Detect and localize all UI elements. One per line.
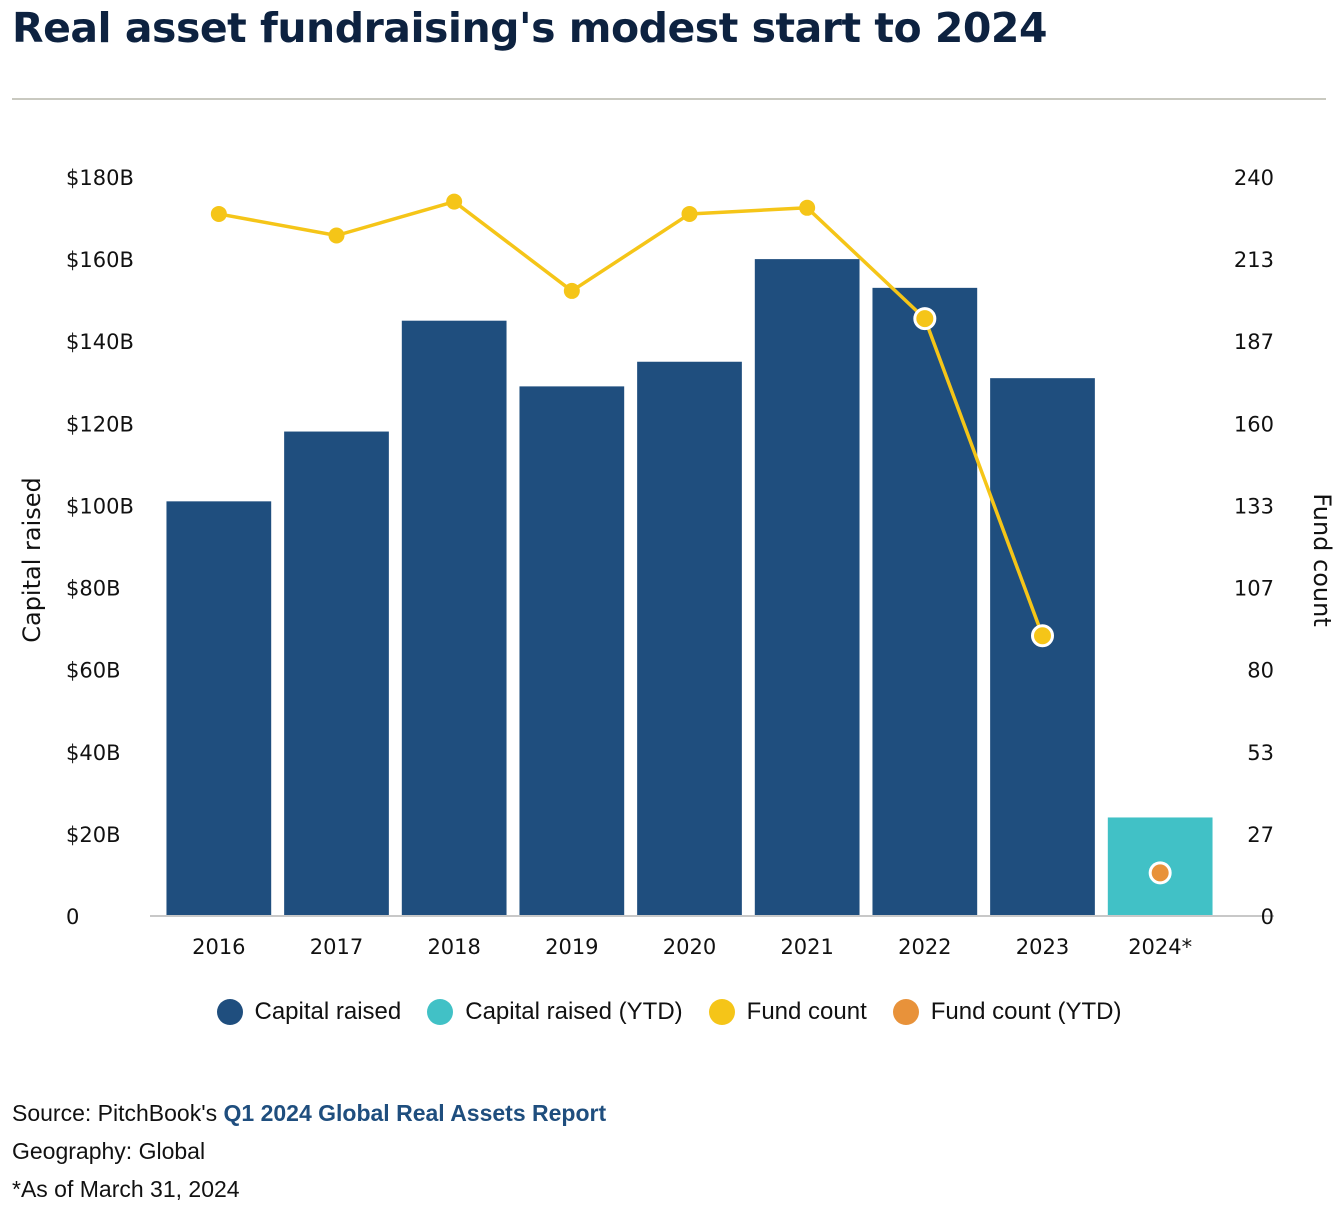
right-tick-label: 160 [1234,412,1274,436]
right-tick-label: 240 [1234,166,1274,190]
geography-note: Geography: Global [12,1138,206,1164]
left-tick-label: $40B [66,741,121,765]
chart: 0 $20B $40B $60B $80B $100B $120B $140B $160B $18… [18,166,1336,959]
left-tick-label: $120B [66,412,134,436]
right-tick-label: 80 [1247,659,1274,683]
bar-capital-raised-2021 [754,259,860,917]
x-tick-label: 2016 [192,935,245,959]
left-axis-title: Capital raised [18,477,46,643]
right-tick-label: 53 [1247,741,1274,765]
fund-count-ytd-point-2024 [1148,861,1172,885]
legend-item-capital-raised: Capital raised [216,998,402,1026]
legend-item-capital-raised-ytd: Capital raised (YTD) [427,998,683,1026]
right-tick-label: 187 [1234,330,1274,354]
fund-count-point-2023 [1031,624,1054,648]
bar-capital-raised-2016 [166,501,272,916]
legend-swatch [892,999,919,1025]
right-tick-label: 213 [1234,248,1274,272]
bar-capital-raised-2019 [519,386,625,917]
title-divider [12,98,1326,100]
left-tick-label: $60B [66,659,121,683]
left-tick-label: $180B [66,166,134,190]
legend-label: Capital raised (YTD) [465,998,683,1025]
legend: Capital raised Capital raised (YTD) Fund… [0,998,1338,1026]
fund-count-point-2016 [210,205,227,222]
fund-count-point-2018 [446,193,463,210]
right-tick-label: 0 [1261,905,1274,929]
legend-label: Fund count (YTD) [930,998,1122,1025]
right-axis-ticks: 0 27 53 80 107 133 160 187 213 240 [1234,166,1274,929]
x-tick-label: 2020 [663,935,716,959]
left-tick-label: $20B [66,823,121,847]
bars-layer [166,259,1213,917]
legend-swatch [216,999,243,1025]
fund-count-point-2017 [328,227,345,244]
legend-label: Capital raised [254,998,402,1025]
left-tick-label: $100B [66,494,134,518]
right-tick-label: 27 [1247,823,1274,847]
legend-label: Fund count [746,998,867,1025]
legend-item-fund-count: Fund count [708,998,867,1026]
legend-item-fund-count-ytd: Fund count (YTD) [892,998,1122,1026]
left-tick-label: $80B [66,577,121,601]
bar-capital-raised-2020 [637,361,742,916]
right-axis-title: Fund count [1308,493,1336,627]
left-axis-ticks: 0 $20B $40B $60B $80B $100B $120B $140B $160B $18… [66,166,134,929]
legend-swatch [708,999,735,1025]
x-axis-ticks: 2016 2017 2018 2019 2020 2021 2022 2023 2024* [192,935,1192,959]
x-tick-label: 2022 [898,935,951,959]
right-tick-label: 107 [1234,577,1274,601]
footer: Source: PitchBook's Q1 2024 Global Real … [12,1094,606,1208]
x-tick-label: 2024* [1128,935,1192,959]
bar-capital-raised-2017 [284,431,389,916]
x-tick-label: 2017 [310,935,363,959]
x-tick-label: 2023 [1016,935,1069,959]
fund-count-point-2019 [563,282,580,299]
source-report-link[interactable]: Q1 2024 Global Real Assets Report [223,1100,607,1126]
legend-swatch [427,999,454,1025]
fund-count-layer [210,193,1172,885]
fund-count-point-2020 [681,205,698,222]
right-tick-label: 133 [1234,494,1274,518]
x-tick-label: 2021 [780,935,833,959]
left-tick-label: 0 [66,905,79,929]
left-tick-label: $160B [66,248,134,272]
left-tick-label: $140B [66,330,134,354]
source-line: Source: PitchBook's Q1 2024 Global Real … [12,1094,606,1132]
fund-count-line [218,199,1045,637]
bar-capital-raised-2018 [401,320,507,916]
bar-capital-raised-2022 [872,287,978,917]
fund-count-point-2021 [799,199,816,216]
source-prefix: Source: PitchBook's [12,1100,224,1126]
x-tick-label: 2019 [545,935,598,959]
x-tick-label: 2018 [427,935,480,959]
chart-title: Real asset fundraising's modest start to… [12,4,1048,52]
as-of-note: *As of March 31, 2024 [12,1176,240,1202]
fund-count-point-2022 [913,307,937,331]
